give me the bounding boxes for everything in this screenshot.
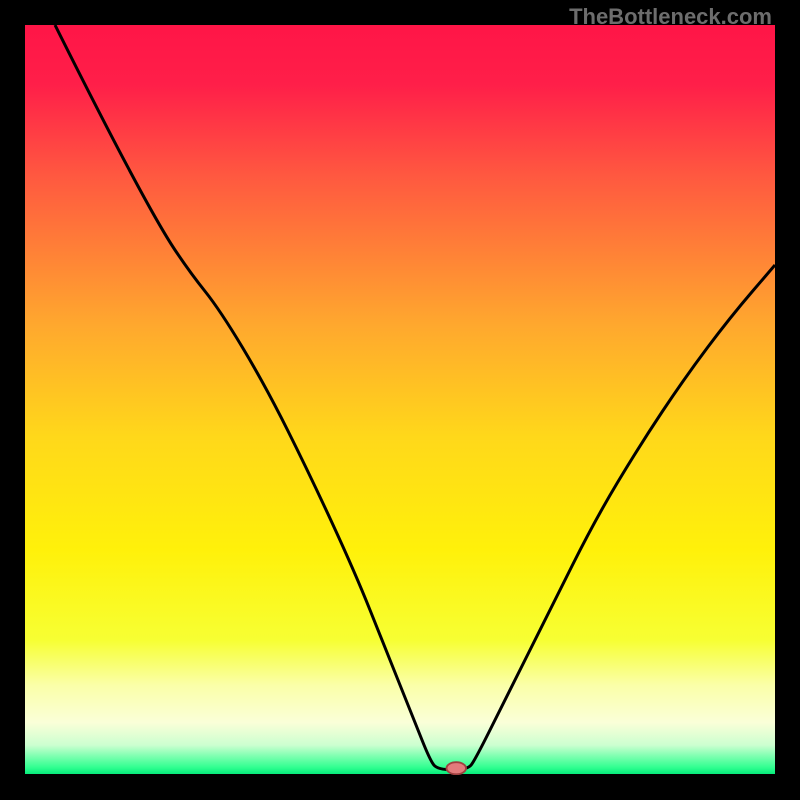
- optimum-marker: [447, 762, 467, 774]
- plot-background: [25, 25, 775, 775]
- plot-svg: [25, 25, 775, 775]
- bottleneck-chart: TheBottleneck.com: [0, 0, 800, 800]
- watermark-text: TheBottleneck.com: [569, 4, 772, 30]
